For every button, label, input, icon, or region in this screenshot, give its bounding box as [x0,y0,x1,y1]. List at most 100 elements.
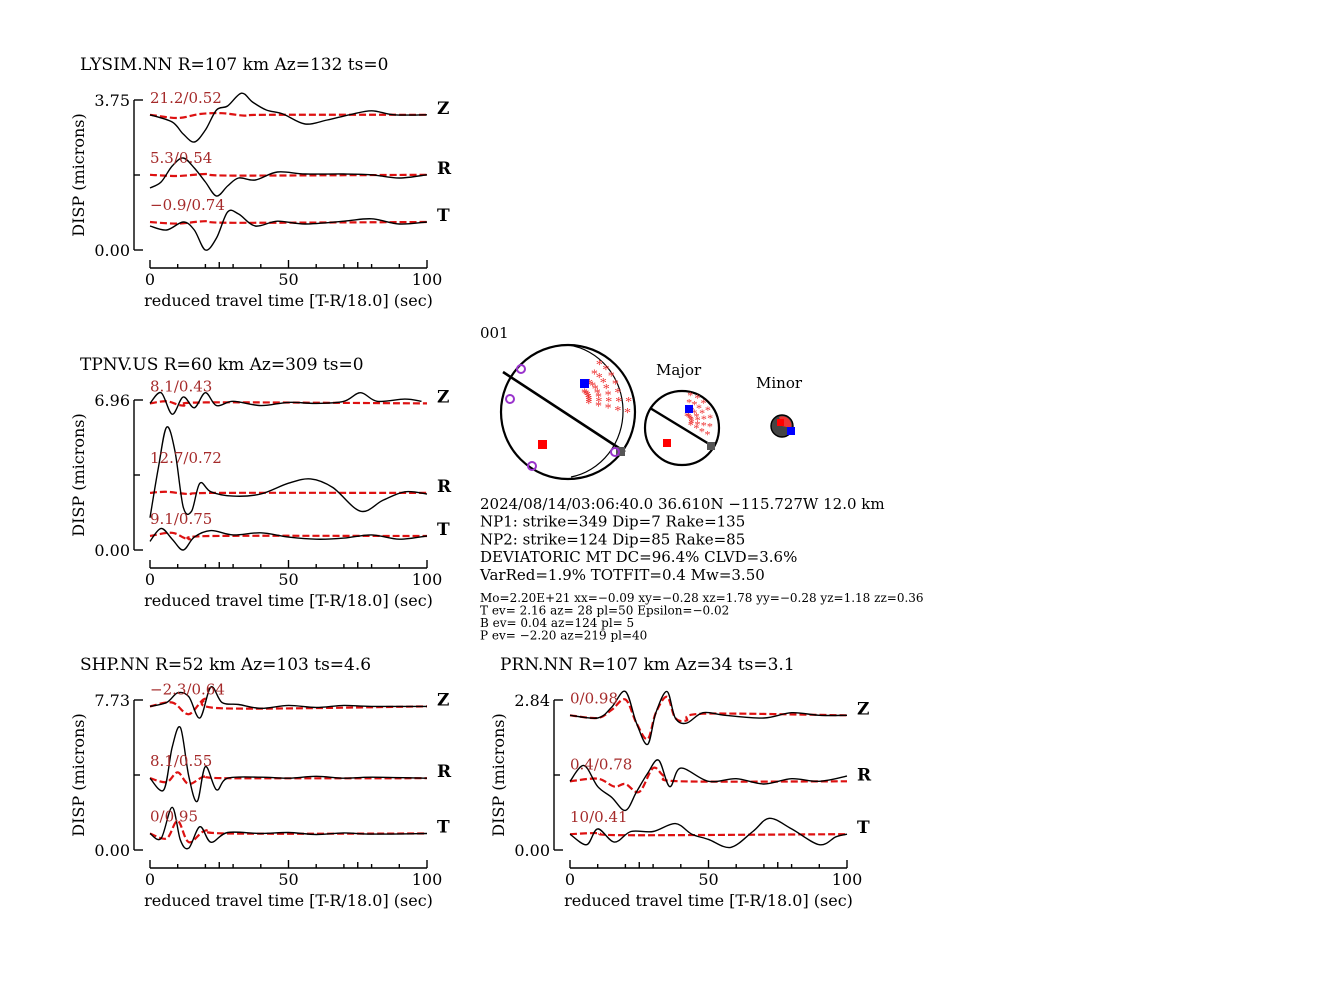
event-id-label: 001 [480,324,509,342]
polarity-star-marker: * [585,397,592,412]
polarity-star-marker: * [614,386,621,401]
event-info-line: NP1: strike=349 Dip=7 Rake=135 [480,513,745,531]
polarity-star-marker: * [605,402,612,417]
major-star-marker: * [705,403,711,417]
panel-title: PRN.NN R=107 km Az=34 ts=3.1 [500,655,795,675]
polarity-star-marker: * [608,370,615,385]
event-info-line: VarRed=1.9% TOTFIT=0.4 Mw=3.50 [479,566,765,584]
component-label: R [437,159,452,179]
major-star-marker: * [684,409,690,423]
major-star-marker: * [699,424,705,438]
polarity-star-marker: * [596,358,603,373]
component-label: T [437,206,450,226]
polarity-star-marker: * [605,395,612,410]
observed-trace [569,759,848,812]
polarity-star-marker: * [585,393,592,408]
polarity-star-marker: * [614,404,621,419]
major-star-marker: * [687,388,693,402]
major-star-marker: * [701,412,707,426]
synthetic-trace [149,819,428,844]
y-tick-label: 6.96 [94,391,130,410]
fit-label: 0/0.98 [570,689,618,707]
component-label: R [437,762,452,782]
x-tick-label: 50 [278,870,298,889]
major-star-marker: * [686,410,692,424]
polarity-star-marker: * [595,395,602,410]
x-tick-label: 0 [145,570,155,589]
event-info-line: NP2: strike=124 Dip=85 Rake=85 [480,530,745,548]
polarity-star-marker: * [603,382,610,397]
major-star-marker: * [693,421,699,435]
observed-trace [149,426,428,518]
minor-label: Minor [756,374,803,392]
major-star-marker: * [707,420,713,434]
polarity-star-marker: * [584,389,591,404]
panel-title: LYSIM.NN R=107 km Az=132 ts=0 [80,55,388,75]
polarity-star-marker: * [600,376,607,391]
minor-t-marker [787,427,795,435]
moment-tensor-line: B ev= 0.04 az=124 pl= 5 [480,616,634,630]
component-label: Z [437,387,449,407]
component-label: R [437,477,452,497]
major-star-marker: * [707,411,713,425]
station-marker [505,394,515,404]
fit-label: −0.9/0.74 [150,196,225,214]
major-star-marker: * [688,412,694,426]
polarity-star-marker: * [625,395,632,410]
fit-label: 12.7/0.72 [150,449,222,467]
y-tick-label: 7.73 [94,691,130,710]
x-axis-label: reduced travel time [T-R/18.0] (sec) [144,591,433,610]
component-label: Z [437,690,449,710]
major-star-marker: * [688,418,694,432]
waveform-panel: LYSIM.NN R=107 km Az=132 ts=0 3.75 0.00 DIS… [69,55,452,310]
x-tick-label: 100 [412,270,443,289]
observed-trace [149,157,428,197]
y-axis-label: DISP (microns) [69,113,88,237]
polarity-star-marker: * [581,386,588,401]
major-star-marker: * [688,414,694,428]
x-tick-label: 0 [145,870,155,889]
fit-label: 0/0.95 [150,808,198,826]
major-label: Major [656,361,702,379]
y-axis-label: DISP (microns) [69,713,88,837]
component-label: T [857,818,870,838]
x-tick-label: 100 [412,870,443,889]
major-star-marker: * [700,396,706,410]
x-tick-label: 50 [278,270,298,289]
polarity-star-marker: * [594,386,601,401]
observed-trace [569,817,848,849]
polarity-star-marker: * [624,406,631,421]
synthetic-trace [149,490,428,496]
observed-trace [149,806,428,850]
major-star-marker: * [694,409,700,423]
x-axis-label: reduced travel time [T-R/18.0] (sec) [144,291,433,310]
observed-trace [149,527,428,551]
synthetic-trace [149,172,428,178]
fit-label: 0.4/0.78 [570,755,632,773]
panel-title: SHP.NN R=52 km Az=103 ts=4.6 [80,655,371,675]
synthetic-trace [149,531,428,541]
x-tick-label: 50 [698,870,718,889]
station-marker [516,364,526,374]
fit-label: 8.1/0.43 [150,377,212,395]
event-info-line: 2024/08/14/03:06:40.0 36.610N −115.727W … [480,495,885,513]
major-p-marker [663,439,671,447]
x-axis-label: reduced travel time [T-R/18.0] (sec) [564,891,853,910]
fit-label: −2.3/0.64 [150,680,225,698]
x-tick-label: 0 [565,870,575,889]
polarity-star-marker: * [591,367,598,382]
polarity-star-marker: * [586,377,593,392]
major-t-marker [685,405,693,413]
nodal-plane-line [502,370,626,454]
event-info-line: DEVIATORIC MT DC=96.4% CLVD=3.6% [480,548,797,566]
fit-label: 9.1/0.75 [150,510,212,528]
x-tick-label: 0 [145,270,155,289]
major-star-marker: * [704,428,710,442]
polarity-star-marker: * [612,378,619,393]
observed-trace [149,92,428,143]
polarity-star-marker: * [595,399,602,414]
y-tick-label: 0.00 [94,841,130,860]
x-tick-label: 50 [278,570,298,589]
major-star-marker: * [696,401,702,415]
